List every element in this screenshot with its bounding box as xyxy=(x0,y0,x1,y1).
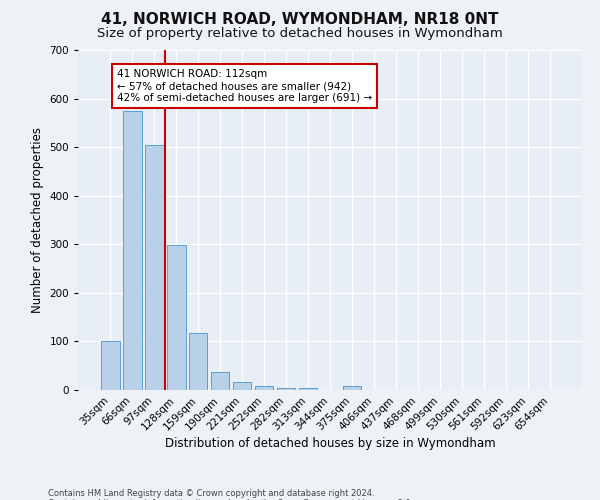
X-axis label: Distribution of detached houses by size in Wymondham: Distribution of detached houses by size … xyxy=(164,438,496,450)
Y-axis label: Number of detached properties: Number of detached properties xyxy=(31,127,44,313)
Text: 41, NORWICH ROAD, WYMONDHAM, NR18 0NT: 41, NORWICH ROAD, WYMONDHAM, NR18 0NT xyxy=(101,12,499,28)
Bar xyxy=(167,246,185,390)
Bar xyxy=(343,386,361,390)
Bar xyxy=(123,110,142,390)
Bar xyxy=(189,333,208,390)
Bar xyxy=(277,388,295,390)
Bar xyxy=(299,388,317,390)
Text: Contains HM Land Registry data © Crown copyright and database right 2024.: Contains HM Land Registry data © Crown c… xyxy=(48,488,374,498)
Bar xyxy=(101,342,119,390)
Text: Contains public sector information licensed under the Open Government Licence v3: Contains public sector information licen… xyxy=(48,498,413,500)
Bar xyxy=(145,144,164,390)
Text: 41 NORWICH ROAD: 112sqm
← 57% of detached houses are smaller (942)
42% of semi-d: 41 NORWICH ROAD: 112sqm ← 57% of detache… xyxy=(117,70,372,102)
Bar xyxy=(233,382,251,390)
Bar xyxy=(211,372,229,390)
Bar xyxy=(255,386,274,390)
Text: Size of property relative to detached houses in Wymondham: Size of property relative to detached ho… xyxy=(97,28,503,40)
